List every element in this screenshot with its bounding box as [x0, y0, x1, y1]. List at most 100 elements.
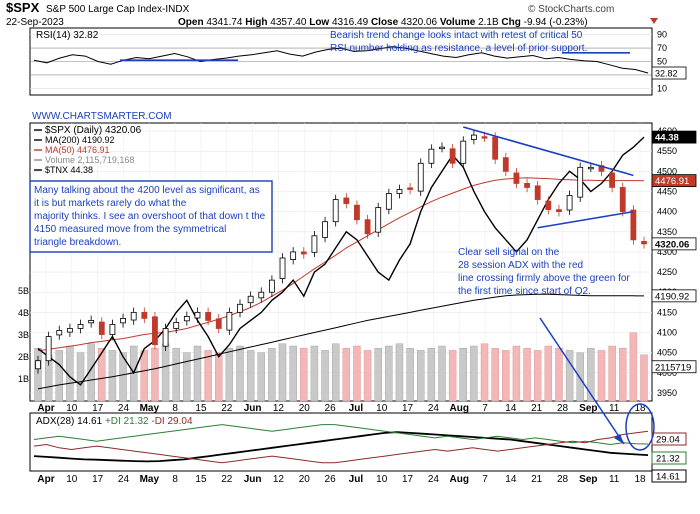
- price-x-tick-label: Aug: [449, 403, 468, 414]
- adx-x-tick-label: 10: [66, 474, 78, 485]
- volume-bar: [87, 343, 95, 402]
- price-right-tag-label: 4320.06: [655, 239, 689, 250]
- price-tick-label: 4250: [657, 267, 677, 277]
- adx-x-tick-label: 18: [634, 474, 646, 485]
- index-name-text: S&P 500 Large Cap Index: [46, 4, 162, 15]
- rsi-tick-label: 50: [657, 57, 667, 67]
- volume-bar: [555, 348, 563, 402]
- adx-x-tick-label: 8: [172, 474, 178, 485]
- price-tick-label: 4400: [657, 207, 677, 217]
- adx-x-tick-label: Jun: [244, 474, 262, 485]
- ohlc-summary: Open 4341.74 High 4357.40 Low 4316.49 Cl…: [178, 17, 588, 28]
- candle-body: [524, 183, 530, 188]
- candle-body: [141, 311, 148, 319]
- candle-body: [566, 195, 573, 211]
- volume-bar: [246, 350, 255, 402]
- volume-bar: [236, 345, 244, 402]
- rsi-tick-label: 70: [657, 43, 667, 53]
- trendline-upper: [463, 126, 634, 177]
- volume-bar: [385, 345, 393, 402]
- volume-bar: [119, 352, 127, 402]
- candle-body: [247, 295, 254, 304]
- candle-body: [173, 322, 180, 329]
- price-tick-label: 4100: [657, 328, 677, 338]
- volume-bar: [204, 350, 212, 402]
- price-x-tick-label: 8: [172, 403, 178, 414]
- candle-body: [502, 157, 509, 172]
- volume-bar: [215, 352, 223, 402]
- adx-right-tag-label: 14.61: [656, 472, 680, 483]
- candle-body: [322, 221, 328, 238]
- volume-bar: [544, 345, 553, 402]
- high-value: 4357.40: [270, 17, 307, 28]
- price-tick-label: 4300: [657, 247, 677, 257]
- adx-x-tick-label: 15: [195, 474, 207, 485]
- volume-bar: [268, 348, 276, 402]
- close-label: Close: [371, 17, 399, 28]
- volume-tick-label: 4B: [18, 308, 29, 318]
- candle-body: [417, 162, 424, 192]
- candle-body: [300, 251, 307, 255]
- volume-bar: [108, 350, 117, 402]
- candle-body: [183, 315, 190, 322]
- candle-body: [609, 172, 616, 188]
- chg-label: Chg: [501, 17, 520, 28]
- volume-bar: [629, 332, 638, 402]
- price-x-tick-label: 24: [428, 403, 440, 414]
- price-legend-label: $TNX 44.38: [45, 165, 93, 175]
- volume-bar: [427, 348, 436, 402]
- adx-x-tick-label: 12: [273, 474, 285, 485]
- axis-layer: Apr 10 17 24 May 8 15 22 Jun 12 20 26 Jul 10 17 24 Aug 7 1…: [37, 403, 646, 485]
- price-legend-label: MA(200) 4190.92: [45, 135, 115, 145]
- candle-body: [439, 146, 445, 150]
- candle-body: [396, 189, 403, 194]
- volume-bar: [225, 348, 234, 402]
- volume-bar: [438, 345, 446, 402]
- price-x-tick-label: 17: [402, 403, 414, 414]
- price-x-tick-label: 11: [609, 403, 620, 414]
- price-x-tick-label: Apr: [37, 403, 54, 414]
- volume-bar: [406, 348, 414, 402]
- price-tick-label: 4150: [657, 307, 677, 317]
- price-legend-label: Volume 2,115,719,168: [45, 155, 134, 165]
- volume-bar: [331, 343, 340, 402]
- volume-bar: [608, 345, 616, 402]
- candle-body: [56, 330, 63, 336]
- adx-highlight-ellipse: [625, 403, 655, 451]
- price-tick-label: 4050: [657, 348, 677, 358]
- exchange-text: INDX: [165, 4, 189, 15]
- rsi-tick-label: 10: [657, 83, 667, 93]
- candle-body: [534, 185, 541, 200]
- volume-bar: [619, 348, 627, 402]
- annotation-left-line-4: 4150 measured move from the symmetrical: [34, 224, 226, 235]
- candle-body: [364, 219, 371, 235]
- volume-bar: [278, 343, 287, 402]
- adx-x-tick-label: 24: [428, 474, 440, 485]
- ma200-line: [37, 293, 645, 390]
- volume-bar: [342, 348, 351, 402]
- annotation-right-line-1: Clear sell signal on the: [458, 247, 560, 258]
- index-name: S&P 500 Large Cap Index-INDX: [46, 4, 190, 15]
- candle-body: [332, 199, 339, 223]
- adx-legend: ADX(28) 14.61 +DI 21.32 -DI 29.04: [36, 416, 193, 427]
- annotation-arrow: [539, 317, 625, 445]
- adx-x-tick-label: 14: [505, 474, 517, 485]
- candle-body: [130, 311, 137, 321]
- candle-body: [630, 209, 637, 241]
- candle-body: [77, 324, 84, 329]
- site-link[interactable]: WWW.CHARTSMARTER.COM: [32, 111, 172, 122]
- low-label: Low: [309, 17, 329, 28]
- annotation-left: Many talking about the 4200 level as sig…: [34, 185, 268, 248]
- volume-bar: [183, 352, 191, 402]
- arrow-head-icon: [614, 434, 624, 444]
- candle-body: [449, 148, 456, 164]
- chg-value: -9.94 (-0.23%): [524, 17, 588, 28]
- annotation-right-line-2: 28 session ADX with the red: [458, 260, 583, 271]
- adx-layer: 29.04 21.32 14.61: [33, 424, 687, 483]
- annotation-right-line-4: the first time since start of Q2.: [458, 286, 591, 297]
- volume-bar: [55, 350, 63, 402]
- price-right-tag-label: 2115719: [655, 362, 691, 373]
- candle-body: [66, 328, 73, 333]
